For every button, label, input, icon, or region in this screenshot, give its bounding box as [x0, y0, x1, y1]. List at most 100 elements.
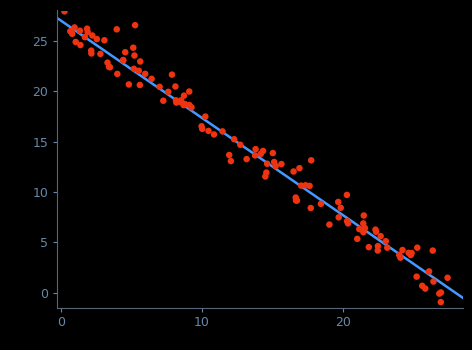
Point [377, 233, 384, 239]
Point [93, 36, 101, 42]
Point [67, 28, 74, 34]
Point [396, 255, 404, 260]
Point [114, 71, 121, 77]
Point [205, 128, 212, 134]
Point [418, 283, 426, 289]
Point [429, 248, 437, 253]
Point [168, 72, 176, 77]
Point [270, 159, 278, 165]
Point [61, 9, 68, 14]
Point [444, 275, 451, 281]
Point [219, 128, 226, 134]
Point [68, 31, 76, 37]
Point [243, 156, 251, 162]
Point [278, 161, 285, 167]
Point [173, 100, 180, 105]
Point [437, 299, 445, 305]
Point [226, 152, 233, 158]
Point [425, 268, 433, 274]
Point [72, 39, 79, 45]
Point [259, 148, 267, 154]
Point [374, 248, 381, 253]
Point [135, 68, 143, 74]
Point [413, 274, 421, 279]
Point [335, 215, 343, 220]
Point [295, 166, 303, 171]
Point [306, 183, 313, 189]
Point [198, 126, 206, 132]
Point [101, 37, 108, 43]
Point [172, 84, 179, 89]
Point [361, 225, 369, 231]
Point [160, 98, 167, 104]
Point [84, 29, 92, 35]
Point [188, 105, 195, 110]
Point [71, 25, 78, 30]
Point [130, 66, 138, 72]
Point [106, 64, 114, 70]
Point [374, 243, 382, 249]
Point [360, 220, 367, 226]
Point [290, 169, 297, 174]
Point [198, 124, 205, 129]
Point [355, 226, 363, 232]
Point [180, 102, 187, 108]
Point [437, 290, 445, 295]
Point [337, 205, 345, 211]
Point [384, 245, 391, 251]
Point [354, 236, 361, 241]
Point [360, 213, 368, 218]
Point [181, 101, 189, 107]
Point [180, 93, 188, 98]
Point [84, 26, 91, 32]
Point [269, 150, 277, 156]
Point [251, 153, 259, 158]
Point [76, 28, 84, 34]
Point [344, 220, 352, 226]
Point [360, 229, 367, 235]
Point [89, 33, 96, 38]
Point [405, 250, 413, 256]
Point [136, 82, 143, 88]
Point [399, 247, 406, 253]
Point [396, 252, 403, 258]
Point [129, 45, 137, 50]
Point [257, 151, 265, 157]
Point [263, 161, 271, 167]
Point [382, 238, 389, 244]
Point [156, 84, 163, 90]
Point [372, 229, 380, 234]
Point [119, 58, 127, 63]
Point [262, 170, 270, 175]
Point [302, 182, 310, 188]
Point [421, 286, 429, 292]
Point [185, 102, 193, 108]
Point [87, 48, 95, 54]
Point [105, 64, 113, 70]
Point [210, 132, 218, 137]
Point [227, 158, 235, 164]
Point [335, 199, 342, 205]
Point [297, 183, 305, 188]
Point [371, 227, 379, 232]
Point [407, 252, 414, 258]
Point [113, 27, 120, 32]
Point [97, 51, 104, 57]
Point [88, 51, 95, 56]
Point [272, 163, 279, 169]
Point [307, 205, 314, 211]
Point [172, 98, 180, 103]
Point [292, 195, 299, 200]
Point [261, 174, 269, 179]
Point [202, 114, 209, 119]
Point [164, 89, 172, 95]
Point [252, 146, 260, 152]
Point [430, 279, 437, 284]
Point [343, 192, 351, 198]
Point [292, 198, 300, 203]
Point [76, 42, 84, 48]
Point [230, 136, 238, 142]
Point [81, 34, 89, 40]
Point [307, 158, 315, 163]
Point [121, 49, 129, 55]
